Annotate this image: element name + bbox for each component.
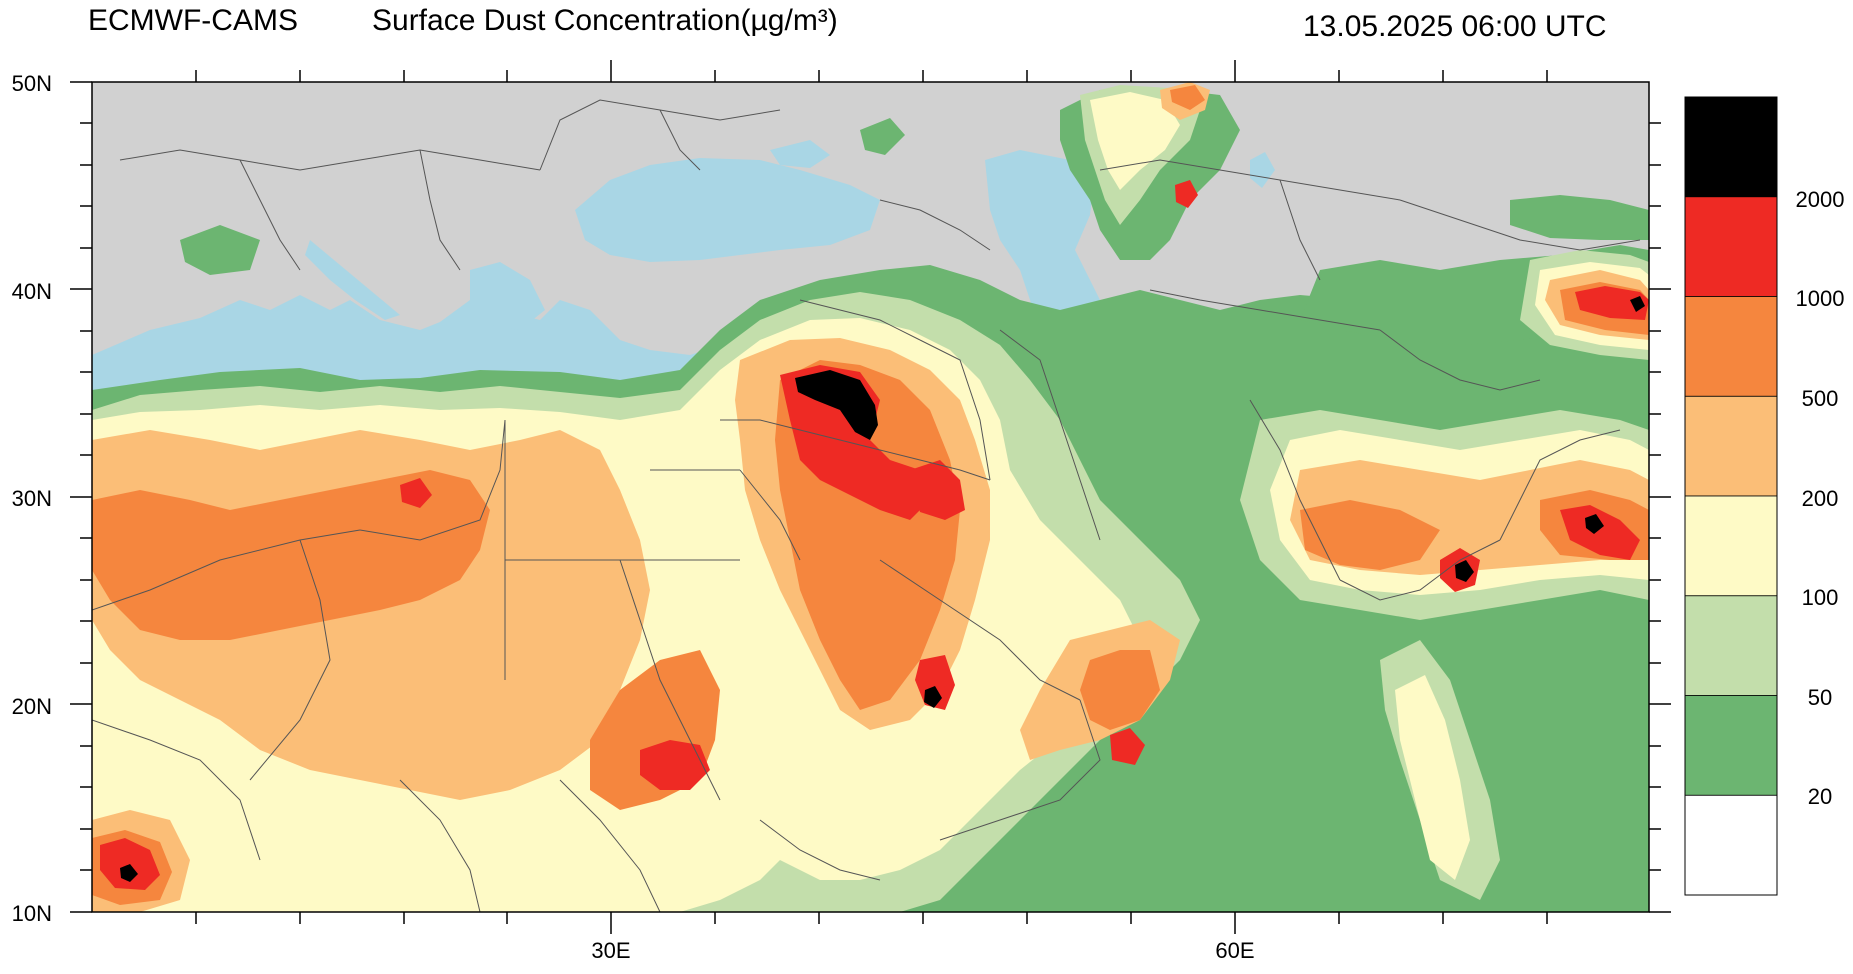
colorbar-swatch <box>1684 495 1778 597</box>
colorbar-swatch <box>1684 395 1778 497</box>
valid-time: 13.05.2025 06:00 UTC <box>1303 10 1607 43</box>
colorbar-swatch <box>1684 695 1778 796</box>
model-name: ECMWF-CAMS <box>88 4 298 37</box>
colorbar-label-1000: 1000 <box>1795 286 1845 311</box>
lat-label-40n: 40N <box>11 279 52 304</box>
colorbar-label-50: 50 <box>1807 685 1833 710</box>
colorbar-frame <box>1684 96 1778 896</box>
lon-label-60e: 60E <box>1215 938 1255 963</box>
aral-sea <box>1250 152 1275 188</box>
colorbar-label-100: 100 <box>1801 585 1839 610</box>
lon-label-30e: 30E <box>591 938 631 963</box>
map-area <box>92 82 1649 912</box>
adriatic-sea <box>305 240 400 320</box>
lat-label-30n: 30N <box>11 486 52 511</box>
sea-of-azov <box>770 140 830 168</box>
dust-level-2000 <box>120 296 1645 882</box>
colorbar-swatch <box>1684 595 1778 696</box>
country-borders <box>92 99 1641 912</box>
colorbar-label-20: 20 <box>1807 784 1833 809</box>
map-title: Surface Dust Concentration(µg/m³) <box>372 4 838 37</box>
black-sea <box>575 158 880 262</box>
lat-label-10n: 10N <box>11 901 52 926</box>
aegean-sea <box>470 262 545 330</box>
colorbar-label-500: 500 <box>1801 386 1839 411</box>
caspian-sea <box>985 150 1110 350</box>
colorbar-label-200: 200 <box>1801 486 1839 511</box>
colorbar-label-2000: 2000 <box>1795 187 1845 212</box>
colorbar-swatch <box>1684 96 1778 198</box>
lat-label-50n: 50N <box>11 71 52 96</box>
dust-contours <box>92 82 1649 912</box>
colorbar-swatch <box>1684 794 1778 896</box>
axis-ticks <box>70 60 1671 934</box>
colorbar <box>1684 96 1778 896</box>
lat-label-20n: 20N <box>11 694 52 719</box>
colorbar-swatch <box>1684 196 1778 298</box>
colorbar-swatch <box>1684 296 1778 397</box>
